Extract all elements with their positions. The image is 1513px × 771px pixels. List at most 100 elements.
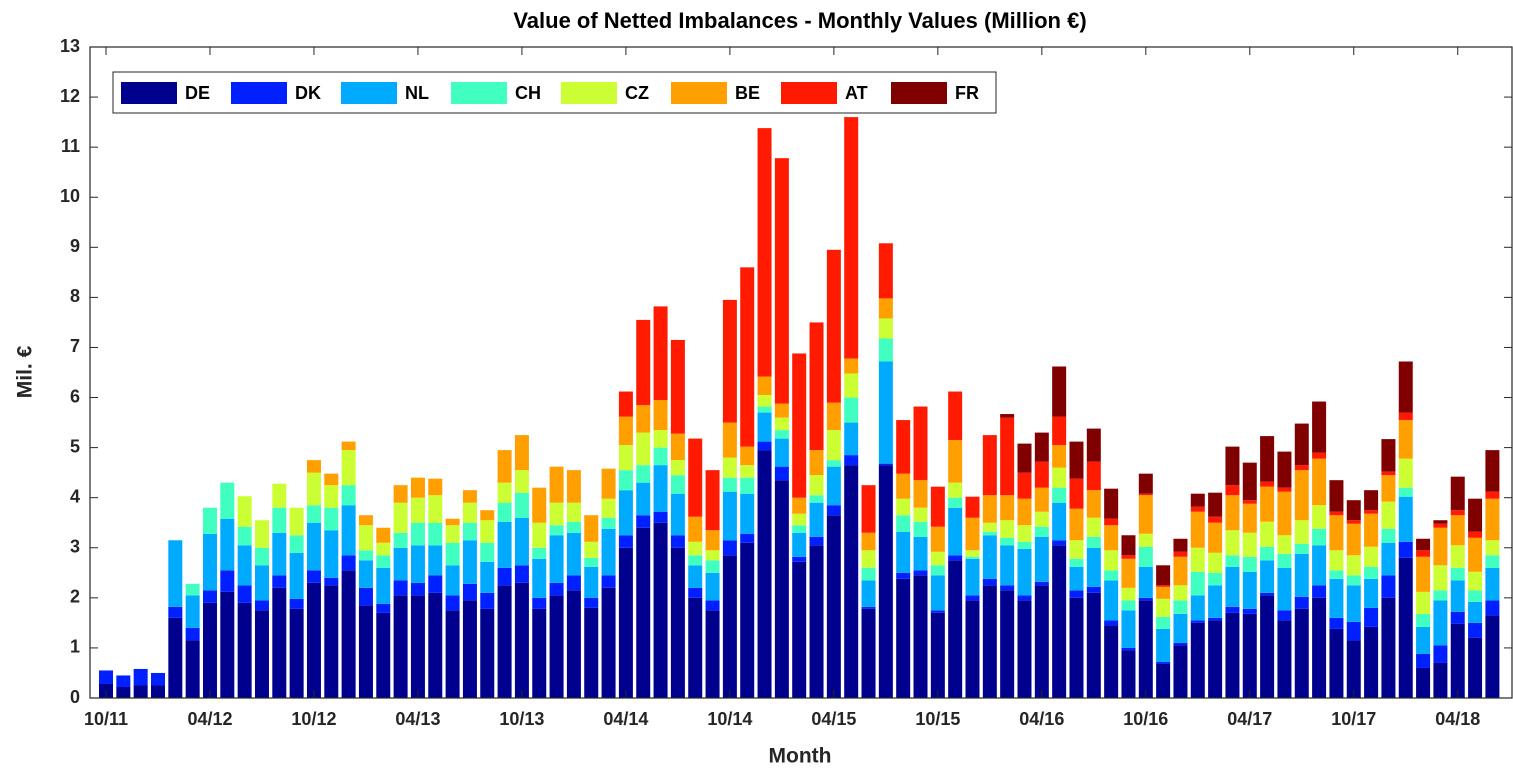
bar-segment [1121, 610, 1136, 648]
bar-segment [272, 575, 287, 588]
bars [99, 117, 1500, 698]
bar-segment [1000, 545, 1015, 586]
bar-segment [948, 391, 963, 441]
bar-segment [636, 319, 651, 406]
bar-segment [1398, 361, 1413, 413]
bar-segment [1294, 596, 1309, 609]
bar-segment [445, 525, 460, 543]
bar-segment [428, 575, 443, 593]
bar-segment [428, 478, 443, 496]
bar-segment [1190, 620, 1205, 623]
bar-segment [1329, 570, 1344, 579]
bar-segment [1381, 575, 1396, 598]
bar-segment [324, 507, 339, 531]
bar-segment [1485, 600, 1500, 616]
bar-segment [1017, 541, 1032, 549]
bar-segment [514, 517, 529, 566]
bar-segment [1277, 491, 1292, 536]
y-tick-label: 4 [70, 486, 80, 506]
bar-segment [1069, 590, 1084, 598]
bar-segment [306, 522, 321, 571]
bar-segment [1450, 611, 1465, 624]
bar-segment [1034, 581, 1049, 586]
bar-segment [1346, 621, 1361, 641]
bar-segment [358, 587, 373, 606]
bar-segment [1485, 491, 1500, 499]
bar-segment [896, 578, 911, 698]
bar-segment [376, 612, 391, 698]
bar-segment [1138, 566, 1153, 598]
bar-segment [532, 608, 547, 698]
bar-segment [566, 521, 581, 533]
bar-segment [566, 590, 581, 698]
bar-segment [740, 533, 755, 543]
bar-segment [1381, 471, 1396, 476]
x-tick-label: 10/11 [84, 709, 128, 729]
bar-segment [566, 502, 581, 522]
bar-segment [1000, 537, 1015, 546]
bar-segment [1398, 412, 1413, 421]
bar-segment [844, 373, 859, 398]
bar-segment [913, 575, 928, 698]
x-tick-label: 04/18 [1435, 709, 1480, 729]
bar-segment [774, 430, 789, 439]
bar-segment [1260, 560, 1275, 593]
bar-segment [792, 532, 807, 557]
bar-segment [1034, 585, 1049, 698]
bar-segment [358, 525, 373, 551]
bar-segment [549, 582, 564, 596]
bar-segment [237, 496, 252, 527]
x-tick-label: 10/12 [291, 709, 336, 729]
bar-segment [982, 531, 997, 536]
bar-segment [896, 572, 911, 579]
bar-segment [445, 565, 460, 596]
bar-segment [601, 575, 616, 588]
bar-segment [584, 566, 599, 598]
bar-segment [757, 128, 772, 377]
bar-segment [1225, 485, 1240, 496]
x-tick-label: 10/13 [499, 709, 544, 729]
bar-segment [289, 598, 304, 609]
bar-segment [1277, 451, 1292, 488]
bar-segment [653, 522, 668, 698]
bar-segment [1225, 606, 1240, 613]
bar-segment [982, 495, 997, 523]
bar-segment [1242, 571, 1257, 609]
bar-segment [722, 457, 737, 478]
bar-segment [514, 435, 529, 471]
bar-segment [1069, 558, 1084, 567]
bar-segment [185, 595, 200, 628]
x-tick-label: 04/15 [811, 709, 856, 729]
bar-segment [982, 578, 997, 586]
bar-segment [982, 522, 997, 532]
bar-segment [1138, 533, 1153, 547]
bar-segment [428, 495, 443, 523]
bar-segment [705, 610, 720, 698]
bar-segment [1433, 590, 1448, 601]
bar-segment [618, 547, 633, 698]
legend-label: NL [405, 83, 429, 103]
bar-segment [1173, 600, 1188, 614]
bar-segment [1208, 552, 1223, 573]
bar-segment [878, 318, 893, 339]
bar-segment [1312, 545, 1327, 586]
bar-segment [324, 585, 339, 698]
bar-segment [1329, 480, 1344, 512]
bar-segment [289, 507, 304, 536]
bar-segment [1052, 502, 1067, 541]
bar-segment [844, 455, 859, 466]
bar-segment [1260, 592, 1275, 596]
bar-segment [1138, 493, 1153, 496]
bar-segment [1468, 537, 1483, 572]
bar-segment [341, 441, 356, 451]
bar-segment [393, 595, 408, 698]
bar-segment [324, 530, 339, 578]
bar-segment [150, 672, 165, 686]
bar-segment [1121, 650, 1136, 698]
bar-segment [1156, 598, 1171, 617]
bar-segment [254, 565, 269, 601]
bar-segment [1138, 597, 1153, 601]
bar-segment [982, 535, 997, 579]
bar-segment [896, 515, 911, 532]
